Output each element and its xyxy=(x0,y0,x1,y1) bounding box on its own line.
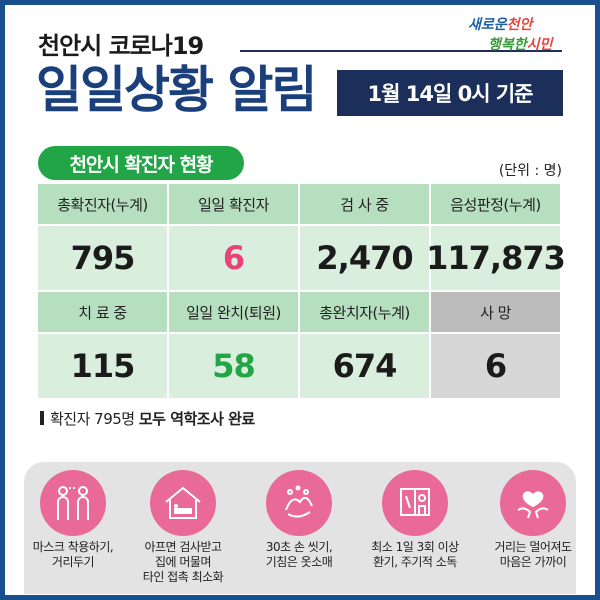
tip-3-line-1: 30초 손 씻기, xyxy=(265,540,333,554)
stat-label-deaths: 사 망 xyxy=(431,292,562,334)
stat-value-daily-recovered: 58 xyxy=(169,334,300,400)
tip-heart-distance: 거리는 멀어져도 마음은 가까이 xyxy=(478,470,588,570)
tip-1-line-2: 거리두기 xyxy=(51,555,95,569)
tip-3-line-2: 기침은 옷소매 xyxy=(265,555,333,569)
section-title: 천안시 확진자 현황 xyxy=(38,146,244,180)
stat-label-total-confirmed: 총확진자(누계) xyxy=(38,184,169,226)
house-rest-icon xyxy=(150,470,216,536)
stat-value-deaths: 6 xyxy=(431,334,562,400)
poster-title: 일일상황 알림 xyxy=(36,61,317,119)
slogan-line-2: 행복한시민 xyxy=(488,37,553,53)
stat-value-in-treatment: 115 xyxy=(38,334,169,400)
mask-people-icon xyxy=(40,470,106,536)
tip-1-line-1: 마스크 착용하기, xyxy=(32,540,114,554)
stat-label-daily-confirmed: 일일 확진자 xyxy=(169,184,300,226)
stats-table: 총확진자(누계) 일일 확진자 검 사 중 음성판정(누계) 795 6 2,4… xyxy=(38,184,566,400)
ventilation-window-icon xyxy=(382,470,448,536)
stat-value-daily-confirmed: 6 xyxy=(169,226,300,292)
tip-4-line-1: 최소 1일 3회 이상 xyxy=(371,540,459,554)
city-slogan-logo: 새로운천안 행복한시민 xyxy=(468,14,568,54)
stat-value-testing: 2,470 xyxy=(300,226,431,292)
stat-label-negative: 음성판정(누계) xyxy=(431,184,562,226)
note-text: 확진자 795명 xyxy=(50,410,139,428)
tip-5-line-2: 마음은 가까이 xyxy=(499,555,567,569)
header-divider xyxy=(240,50,562,52)
tip-handwash: 30초 손 씻기, 기침은 옷소매 xyxy=(244,470,354,570)
stat-label-daily-recovered: 일일 완치(퇴원) xyxy=(169,292,300,334)
stat-value-negative: 117,873 xyxy=(426,226,566,292)
tip-ventilation: 최소 1일 3회 이상 환기, 주기적 소독 xyxy=(360,470,470,570)
epidemiology-note: 확진자 795명 모두 역학조사 완료 xyxy=(40,408,255,429)
date-badge: 1월 14일 0시 기준 xyxy=(337,70,563,116)
stat-value-total-recovered: 674 xyxy=(300,334,431,400)
poster-subtitle: 천안시 코로나19 xyxy=(38,32,204,60)
tip-2-line-2: 집에 머물며 xyxy=(154,555,212,569)
unit-label: (단위 : 명) xyxy=(498,163,562,179)
note-bold-text: 모두 역학조사 완료 xyxy=(138,410,255,428)
handwash-icon xyxy=(266,470,332,536)
stat-value-total-confirmed: 795 xyxy=(38,226,169,292)
heart-hands-icon xyxy=(500,470,566,536)
tip-4-line-2: 환기, 주기적 소독 xyxy=(373,555,457,569)
slogan-line-1: 새로운천안 xyxy=(468,17,533,33)
tip-mask-distance: 마스크 착용하기, 거리두기 xyxy=(18,470,128,570)
stat-label-testing: 검 사 중 xyxy=(300,184,431,226)
tip-5-line-1: 거리는 멀어져도 xyxy=(494,540,572,554)
tip-stay-home: 아프면 검사받고 집에 머물며 타인 접촉 최소화 xyxy=(128,470,238,585)
tip-2-line-1: 아프면 검사받고 xyxy=(144,540,222,554)
stat-label-total-recovered: 총완치자(누계) xyxy=(300,292,431,334)
note-marker xyxy=(40,411,44,425)
tip-2-line-3: 타인 접촉 최소화 xyxy=(142,570,224,584)
stat-label-in-treatment: 치 료 중 xyxy=(38,292,169,334)
